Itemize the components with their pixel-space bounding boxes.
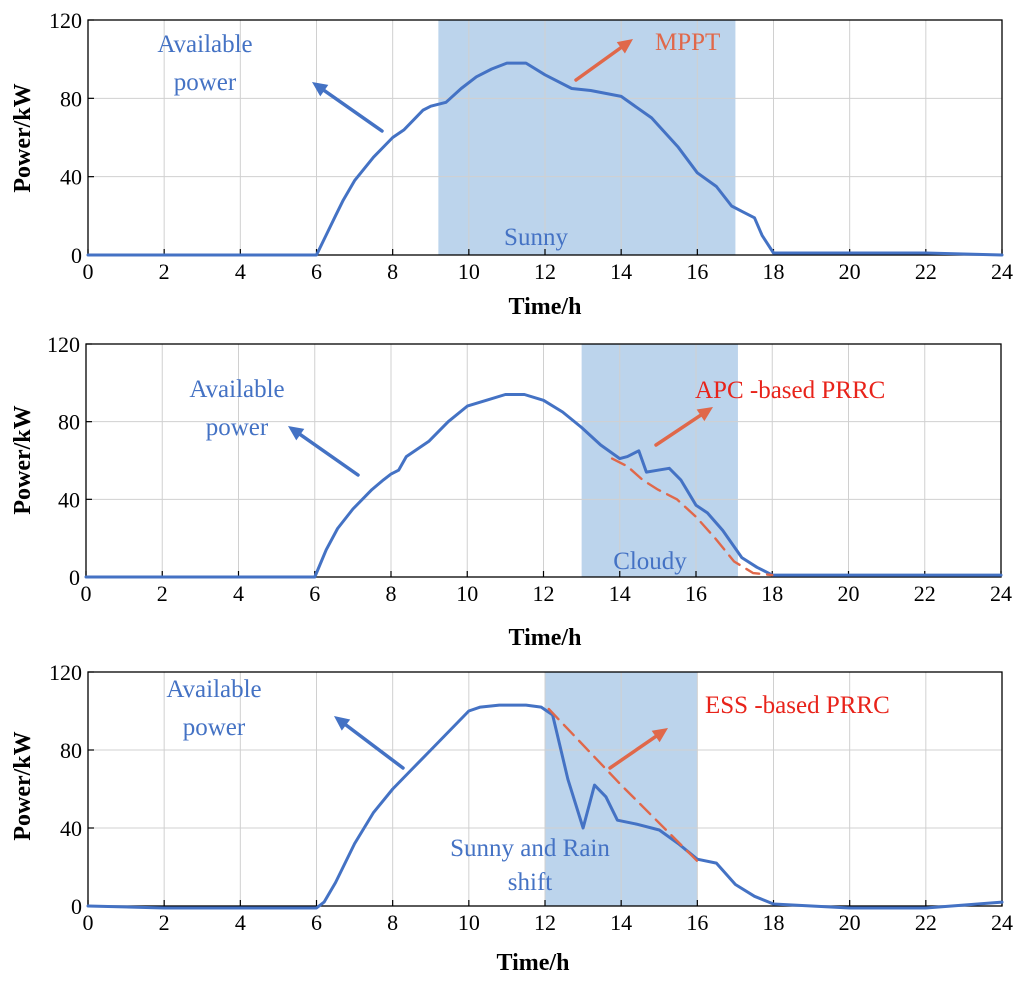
x-tick-label: 16 bbox=[686, 910, 708, 935]
annotation-arrow bbox=[312, 82, 384, 133]
annotation-arrow bbox=[574, 39, 633, 82]
x-tick-label: 4 bbox=[235, 910, 246, 935]
x-tick-label: 14 bbox=[610, 910, 632, 935]
shaded-region bbox=[438, 20, 736, 255]
x-tick-label: 16 bbox=[686, 259, 708, 284]
series-line-available bbox=[84, 393, 1003, 579]
x-tick-label: 24 bbox=[991, 910, 1013, 935]
x-tick-label: 8 bbox=[387, 259, 398, 284]
x-tick-label: 12 bbox=[534, 259, 556, 284]
annotation-arrow bbox=[608, 728, 668, 770]
x-tick-label: 18 bbox=[761, 581, 783, 606]
x-tick-label: 20 bbox=[839, 259, 861, 284]
x-tick-label: 8 bbox=[387, 910, 398, 935]
annotation-arrow bbox=[654, 407, 713, 447]
arrow-head bbox=[696, 407, 713, 422]
x-tick-label: 20 bbox=[838, 581, 860, 606]
x-tick-label: 24 bbox=[991, 259, 1013, 284]
x-tick-label: 6 bbox=[309, 581, 320, 606]
x-tick-label: 18 bbox=[763, 259, 785, 284]
arrow-shaft bbox=[574, 46, 623, 82]
shaded-region bbox=[581, 344, 738, 577]
x-tick-label: 4 bbox=[233, 581, 244, 606]
x-tick-label: 10 bbox=[458, 910, 480, 935]
arrow-shaft bbox=[608, 734, 658, 770]
x-tick-label: 0 bbox=[83, 259, 94, 284]
region-label-sunny: Sunny bbox=[504, 224, 568, 251]
series-line-prrc bbox=[610, 457, 774, 577]
y-tick-label: 40 bbox=[60, 165, 82, 190]
x-tick-label: 6 bbox=[311, 910, 322, 935]
x-tick-label: 24 bbox=[990, 581, 1012, 606]
available-power-annotation: Available power bbox=[189, 376, 284, 441]
y-tick-label: 80 bbox=[60, 738, 82, 763]
y-tick-label: 120 bbox=[49, 660, 82, 685]
x-tick-label: 0 bbox=[81, 581, 92, 606]
x-tick-label: 14 bbox=[610, 259, 632, 284]
x-tick-label: 20 bbox=[839, 910, 861, 935]
y-axis-label: Power/kW bbox=[10, 83, 36, 192]
x-tick-label: 2 bbox=[157, 581, 168, 606]
y-axis-label: Power/kW bbox=[10, 731, 36, 840]
x-tick-label: 14 bbox=[609, 581, 631, 606]
series-line-available bbox=[86, 703, 1004, 910]
arrow-head bbox=[651, 728, 668, 743]
y-tick-label: 80 bbox=[60, 86, 82, 111]
arrow-shaft bbox=[298, 432, 360, 477]
x-tick-label: 18 bbox=[763, 910, 785, 935]
x-tick-label: 8 bbox=[386, 581, 397, 606]
x-axis-label: Time/h bbox=[509, 294, 582, 320]
region-label-cloudy: Cloudy bbox=[613, 548, 687, 575]
y-tick-label: 0 bbox=[71, 243, 82, 268]
arrow-head bbox=[288, 426, 305, 441]
x-tick-label: 0 bbox=[83, 910, 94, 935]
x-tick-label: 10 bbox=[458, 259, 480, 284]
annotation-arrow bbox=[288, 426, 360, 477]
arrow-head bbox=[312, 82, 329, 97]
x-tick-label: 2 bbox=[159, 910, 170, 935]
x-tick-label: 12 bbox=[533, 581, 555, 606]
y-tick-label: 0 bbox=[69, 565, 80, 590]
annotation-arrow bbox=[334, 716, 405, 770]
y-tick-label: 120 bbox=[47, 332, 80, 357]
y-tick-label: 0 bbox=[71, 894, 82, 919]
y-axis-label: Power/kW bbox=[10, 405, 36, 514]
y-tick-label: 40 bbox=[60, 816, 82, 841]
y-tick-label: 80 bbox=[58, 410, 80, 435]
mppt-annotation: MPPT bbox=[655, 29, 720, 56]
x-tick-label: 2 bbox=[159, 259, 170, 284]
y-tick-label: 40 bbox=[58, 487, 80, 512]
x-tick-label: 10 bbox=[456, 581, 478, 606]
x-tick-label: 6 bbox=[311, 259, 322, 284]
x-axis-label: Time/h bbox=[497, 950, 570, 976]
series-line-available bbox=[86, 61, 1004, 257]
arrow-shaft bbox=[654, 413, 703, 447]
arrow-head bbox=[334, 716, 351, 731]
region-label-sunny-rain: Sunny and Rain shift bbox=[450, 835, 610, 896]
apc-prrc-annotation: APC -based PRRC bbox=[695, 377, 885, 404]
arrow-shaft bbox=[322, 88, 384, 133]
x-tick-label: 22 bbox=[914, 581, 936, 606]
x-tick-label: 16 bbox=[685, 581, 707, 606]
x-tick-label: 22 bbox=[915, 259, 937, 284]
y-tick-label: 120 bbox=[49, 8, 82, 33]
x-tick-label: 12 bbox=[534, 910, 556, 935]
x-tick-label: 22 bbox=[915, 910, 937, 935]
arrow-shaft bbox=[344, 723, 405, 770]
arrow-head bbox=[616, 39, 633, 54]
available-power-annotation: Available power bbox=[157, 31, 252, 96]
series-line-prrc bbox=[547, 707, 699, 863]
x-tick-label: 4 bbox=[235, 259, 246, 284]
ess-prrc-annotation: ESS -based PRRC bbox=[705, 692, 890, 719]
available-power-annotation: Available power bbox=[166, 676, 261, 741]
x-axis-label: Time/h bbox=[509, 625, 582, 651]
